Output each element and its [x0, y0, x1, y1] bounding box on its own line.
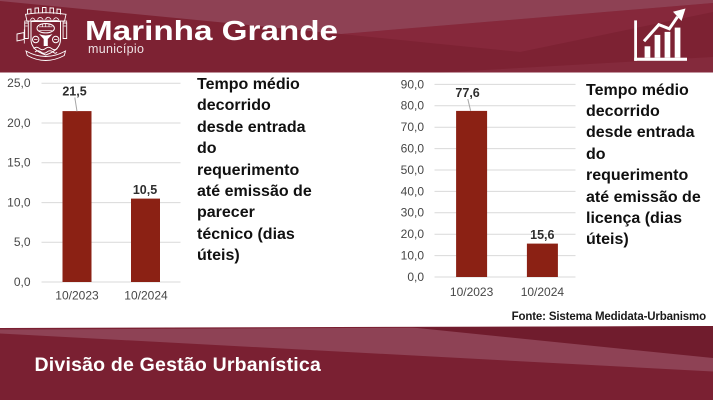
svg-text:60,0: 60,0 — [401, 142, 425, 156]
svg-text:50,0: 50,0 — [401, 163, 425, 177]
svg-text:15,6: 15,6 — [530, 228, 554, 242]
svg-text:10/2024: 10/2024 — [521, 285, 565, 299]
svg-text:0,0: 0,0 — [407, 270, 424, 284]
svg-text:21,5: 21,5 — [62, 85, 86, 99]
svg-text:70,0: 70,0 — [401, 120, 425, 134]
svg-text:80,0: 80,0 — [401, 99, 425, 113]
svg-text:10/2024: 10/2024 — [124, 289, 168, 303]
svg-text:10/2023: 10/2023 — [55, 289, 99, 303]
svg-text:20,0: 20,0 — [7, 116, 31, 130]
svg-text:30,0: 30,0 — [401, 206, 425, 220]
svg-text:20,0: 20,0 — [401, 227, 425, 241]
svg-text:40,0: 40,0 — [401, 184, 425, 198]
svg-text:5,0: 5,0 — [14, 235, 31, 249]
svg-text:0,0: 0,0 — [14, 275, 31, 289]
svg-text:10,0: 10,0 — [7, 196, 31, 210]
svg-text:77,6: 77,6 — [455, 86, 479, 100]
svg-text:15,0: 15,0 — [7, 156, 31, 170]
svg-text:90,0: 90,0 — [401, 77, 425, 91]
svg-text:10/2023: 10/2023 — [450, 285, 494, 299]
svg-text:10,5: 10,5 — [133, 183, 157, 197]
svg-text:25,0: 25,0 — [7, 76, 31, 90]
svg-text:10,0: 10,0 — [401, 249, 425, 263]
